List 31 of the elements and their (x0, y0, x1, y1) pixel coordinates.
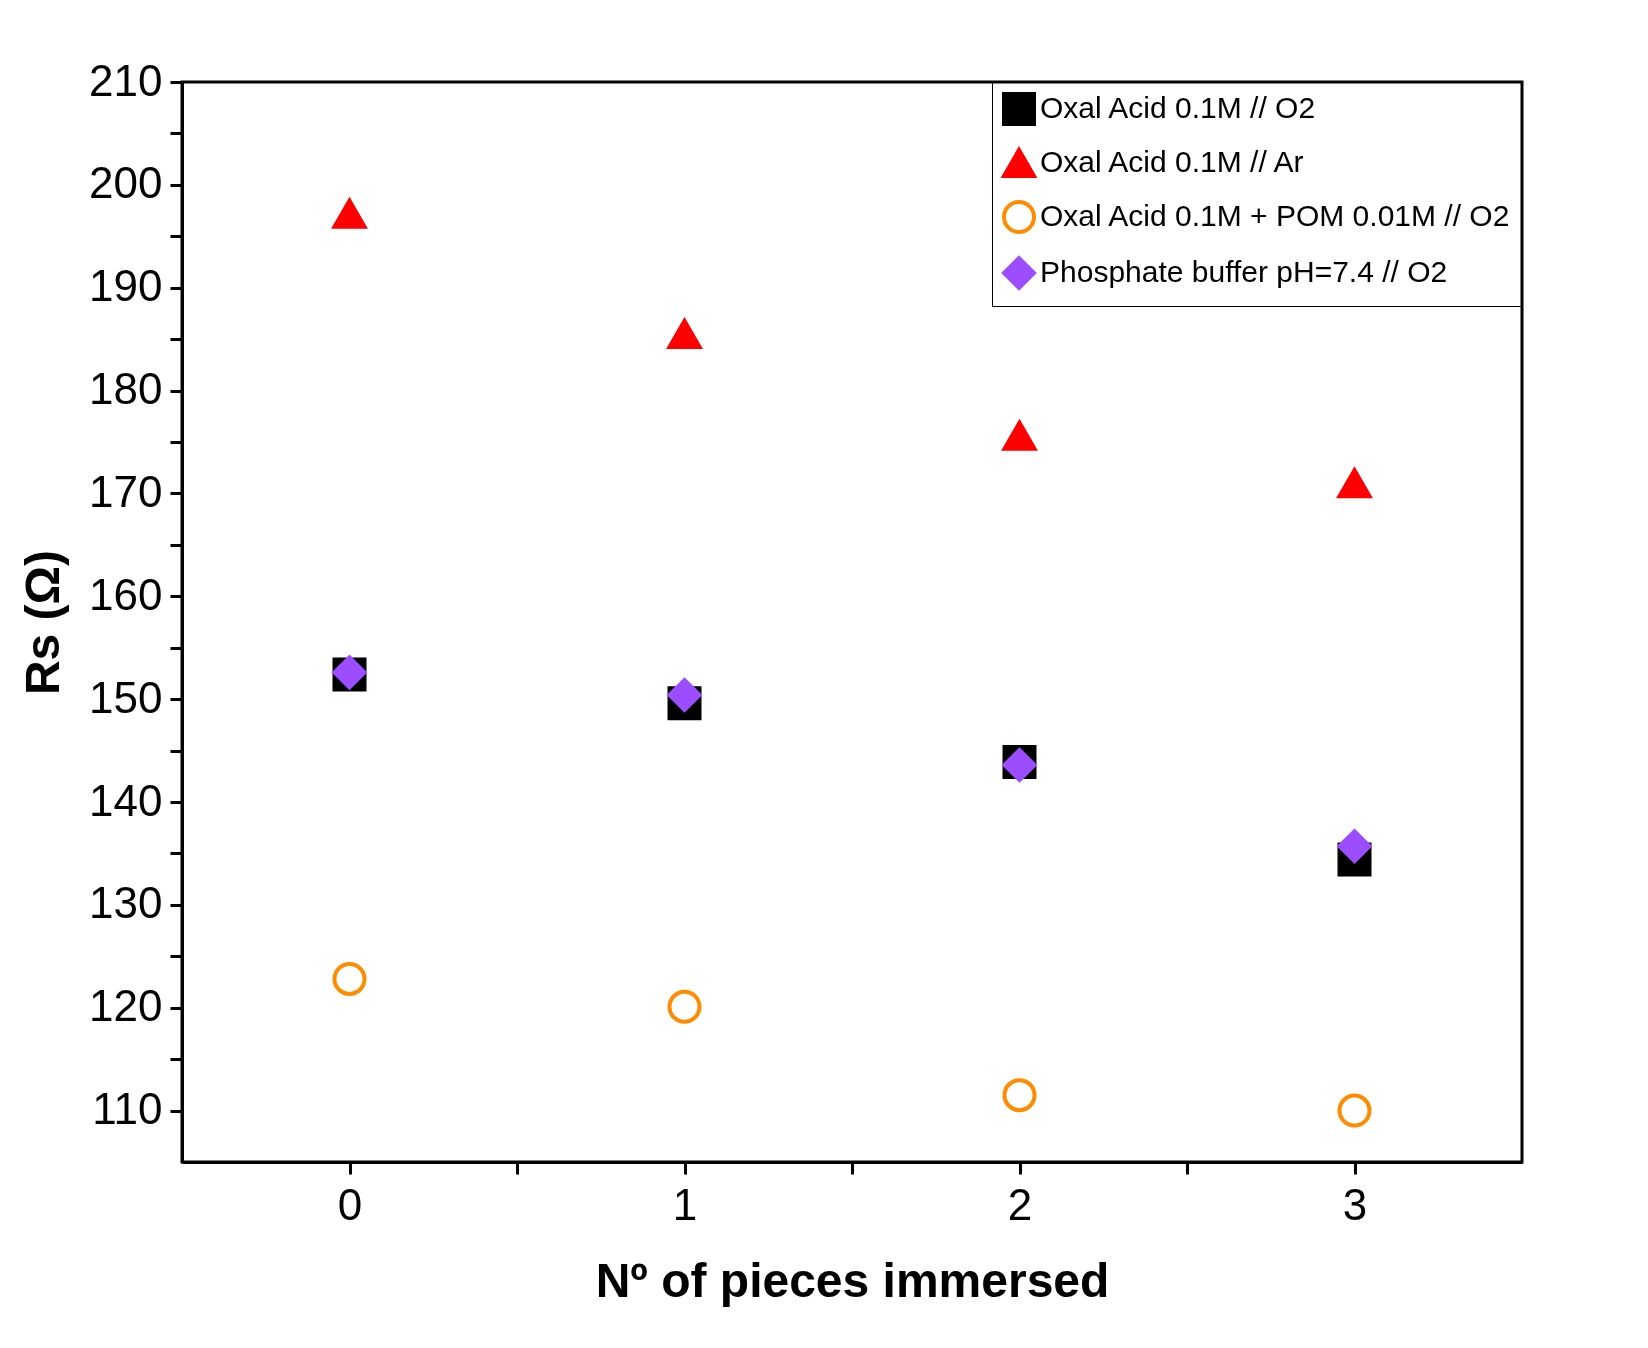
y-tick-label: 130 (89, 878, 163, 928)
x-axis-title: Nº of pieces immersed (595, 1253, 1110, 1307)
y-tick-label: 180 (89, 364, 163, 414)
point (667, 319, 702, 349)
y-tick-label: 170 (89, 466, 163, 516)
x-tick-label: 3 (1342, 1179, 1368, 1229)
point (331, 196, 368, 229)
y-axis-title: Rs (Ω) (16, 549, 70, 696)
y-tick-label: 210 (89, 55, 163, 105)
legend-label: Oxal Acid 0.1M + POM 0.01M // O2 (1040, 199, 1510, 232)
x-tick-label: 2 (1007, 1179, 1033, 1229)
point (1001, 418, 1038, 451)
x-tick-label: 1 (672, 1179, 698, 1229)
point (1337, 468, 1372, 499)
x-tick-label: 0 (337, 1179, 363, 1229)
y-tick-label: 110 (92, 1084, 163, 1134)
y-tick-label: 150 (89, 672, 163, 722)
point (1337, 1093, 1372, 1128)
point (667, 989, 702, 1024)
legend-label: Oxal Acid 0.1M // Ar (1040, 145, 1304, 178)
point (1337, 829, 1372, 864)
y-tick-label: 160 (89, 569, 163, 619)
point (332, 961, 367, 996)
point (667, 678, 702, 713)
y-tick-label: 200 (89, 158, 163, 208)
legend-label: Phosphate buffer pH=7.4 // O2 (1040, 255, 1448, 288)
point (1002, 1078, 1037, 1113)
y-tick-label: 140 (89, 775, 163, 825)
y-tick-label: 120 (89, 981, 163, 1031)
y-tick-label: 190 (89, 261, 163, 311)
legend-label: Oxal Acid 0.1M // O2 (1040, 91, 1316, 124)
